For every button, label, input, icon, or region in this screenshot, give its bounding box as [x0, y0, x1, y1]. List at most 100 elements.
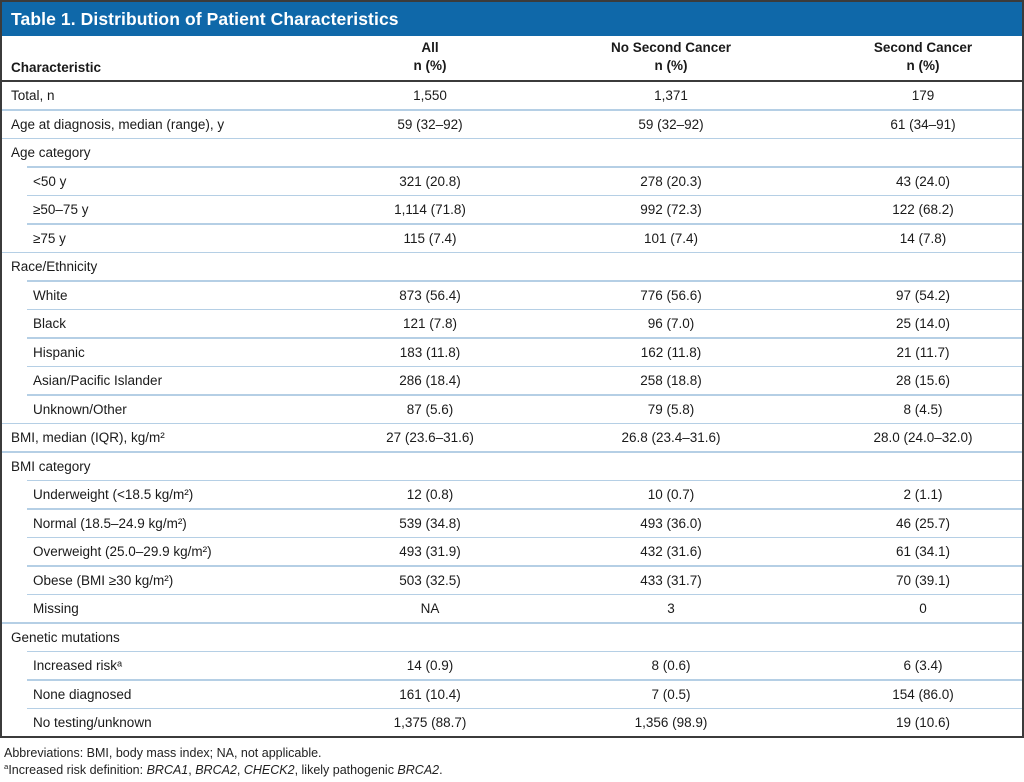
- no-second-cancer-cell: 776 (56.6): [640, 287, 702, 303]
- footnote-text-segment: ,: [188, 762, 196, 777]
- footnote-definition-text: Increased risk definition: BRCA1, BRCA2,…: [8, 763, 442, 777]
- table-row: Total, n 1,550 1,371 179: [2, 82, 1022, 109]
- characteristic-cell: BMI category: [11, 458, 91, 474]
- characteristic-cell: White: [33, 287, 68, 303]
- row-divider: [27, 223, 1022, 225]
- second-cancer-cell: 21 (11.7): [896, 344, 950, 360]
- row-divider: [27, 308, 1022, 310]
- all-cell: 14 (0.9): [406, 658, 454, 673]
- column-header-all: All n (%): [342, 39, 518, 75]
- all-cell: 1,550: [413, 88, 447, 103]
- no-second-cancer-cell: 10 (0.7): [647, 487, 695, 502]
- row-divider: [27, 337, 1022, 339]
- second-cancer-cell: 19 (10.6): [895, 715, 951, 730]
- footnote-text-segment: ,: [236, 762, 244, 777]
- patient-characteristics-table: Table 1. Distribution of Patient Charact…: [0, 0, 1024, 738]
- all-cell: 161 (10.4): [399, 686, 461, 702]
- table-row: No testing/unknown 1,375 (88.7) 1,356 (98.…: [2, 709, 1022, 736]
- row-divider: [27, 280, 1022, 282]
- no-second-cancer-cell: 992 (72.3): [640, 202, 702, 217]
- column-header-no-second-cancer-line2: n (%): [654, 57, 688, 73]
- gene-name: BRCA2: [195, 762, 237, 777]
- row-divider: [2, 251, 1022, 253]
- row-divider: [27, 394, 1022, 396]
- table-row: Unknown/Other 87 (5.6) 79 (5.8) 8 (4.5): [2, 396, 1022, 423]
- column-header-second-cancer-line2: n (%): [906, 57, 940, 73]
- no-second-cancer-cell: 79 (5.8): [647, 401, 695, 417]
- characteristic-cell: Age at diagnosis, median (range), y: [11, 116, 225, 132]
- no-second-cancer-cell: 3: [667, 601, 675, 616]
- no-second-cancer-cell: 26.8 (23.4–31.6): [621, 430, 721, 445]
- table-row: <50 y 321 (20.8) 278 (20.3) 43 (24.0): [2, 168, 1022, 195]
- second-cancer-cell: 25 (14.0): [895, 316, 951, 331]
- all-cell: 12 (0.8): [406, 487, 454, 502]
- characteristic-cell: <50 y: [33, 173, 67, 189]
- second-cancer-cell: 46 (25.7): [895, 515, 951, 531]
- table-row: Underweight (<18.5 kg/m²) 12 (0.8) 10 (0.7…: [2, 481, 1022, 508]
- characteristic-cell: Unknown/Other: [33, 401, 127, 417]
- section-row: Genetic mutations: [2, 624, 1022, 651]
- footnotes: Abbreviations: BMI, body mass index; NA,…: [0, 738, 1024, 779]
- second-cancer-cell: 0: [919, 601, 927, 616]
- table-row: Increased riskᵃ 14 (0.9) 8 (0.6) 6 (3.4): [2, 652, 1022, 679]
- table-row: ≥75 y 115 (7.4) 101 (7.4) 14 (7.8): [2, 225, 1022, 252]
- table-row: Missing NA 3 0: [2, 595, 1022, 622]
- all-cell: 183 (11.8): [399, 344, 461, 360]
- second-cancer-cell: 28 (15.6): [895, 373, 951, 388]
- no-second-cancer-cell: 7 (0.5): [651, 686, 691, 702]
- table-row: BMI, median (IQR), kg/m² 27 (23.6–31.6) 26…: [2, 424, 1022, 451]
- second-cancer-cell: 61 (34.1): [895, 544, 951, 559]
- characteristic-cell: ≥50–75 y: [33, 202, 89, 217]
- no-second-cancer-cell: 258 (18.8): [640, 373, 702, 388]
- characteristic-cell: BMI, median (IQR), kg/m²: [11, 430, 165, 445]
- second-cancer-cell: 6 (3.4): [903, 658, 943, 673]
- section-row: Age category: [2, 139, 1022, 166]
- column-header-row: Characteristic All n (%) No Second Cance…: [2, 36, 1022, 82]
- no-second-cancer-cell: 1,356 (98.9): [634, 715, 708, 730]
- characteristic-cell: Total, n: [11, 88, 55, 103]
- footnote-superscript-a: a: [4, 761, 9, 771]
- column-header-no-second-cancer: No Second Cancer n (%): [518, 39, 824, 75]
- characteristic-cell: Asian/Pacific Islander: [33, 373, 163, 388]
- no-second-cancer-cell: 1,371: [654, 88, 688, 103]
- characteristic-cell: Increased riskᵃ: [33, 658, 123, 673]
- characteristic-cell: Underweight (<18.5 kg/m²): [33, 487, 194, 502]
- second-cancer-cell: 43 (24.0): [895, 173, 951, 189]
- no-second-cancer-cell: 278 (20.3): [640, 173, 702, 189]
- characteristic-cell: Normal (18.5–24.9 kg/m²): [33, 515, 187, 531]
- table-row: Obese (BMI ≥30 kg/m²) 503 (32.5) 433 (31.7…: [2, 567, 1022, 594]
- characteristic-cell: Genetic mutations: [11, 629, 120, 645]
- column-header-no-second-cancer-line1: No Second Cancer: [610, 39, 732, 55]
- table-row: Hispanic 183 (11.8) 162 (11.8) 21 (11.7): [2, 339, 1022, 366]
- second-cancer-cell: 28.0 (24.0–32.0): [873, 430, 973, 445]
- row-divider: [27, 679, 1022, 681]
- all-cell: 1,114 (71.8): [394, 202, 466, 217]
- table-row: None diagnosed 161 (10.4) 7 (0.5) 154 (86.0…: [2, 681, 1022, 708]
- row-divider: [27, 707, 1022, 709]
- characteristic-cell: ≥75 y: [33, 230, 66, 246]
- all-cell: 286 (18.4): [399, 373, 461, 388]
- all-cell: 503 (32.5): [399, 572, 461, 588]
- table-row: Overweight (25.0–29.9 kg/m²) 493 (31.9) 43…: [2, 538, 1022, 565]
- no-second-cancer-cell: 432 (31.6): [640, 544, 702, 559]
- second-cancer-cell: 97 (54.2): [895, 287, 951, 303]
- all-cell: 873 (56.4): [399, 287, 461, 303]
- characteristic-cell: Overweight (25.0–29.9 kg/m²): [33, 544, 212, 559]
- no-second-cancer-cell: 493 (36.0): [640, 515, 702, 531]
- row-divider: [2, 137, 1022, 139]
- no-second-cancer-cell: 162 (11.8): [640, 344, 702, 360]
- all-cell: 27 (23.6–31.6): [386, 430, 474, 445]
- characteristic-cell: None diagnosed: [33, 686, 132, 702]
- all-cell: 321 (20.8): [399, 173, 461, 189]
- table-row: Normal (18.5–24.9 kg/m²) 539 (34.8) 493 (3…: [2, 510, 1022, 537]
- table-row: ≥50–75 y 1,114 (71.8) 992 (72.3) 122 (68.2): [2, 196, 1022, 223]
- gene-name: CHECK2: [243, 762, 295, 777]
- characteristic-cell: Age category: [11, 145, 91, 160]
- column-header-all-line1: All: [421, 39, 439, 55]
- second-cancer-cell: 154 (86.0): [892, 686, 954, 702]
- section-row: Race/Ethnicity: [2, 253, 1022, 280]
- second-cancer-cell: 2 (1.1): [903, 487, 943, 502]
- all-cell: NA: [420, 601, 440, 616]
- footnote-abbreviations: Abbreviations: BMI, body mass index; NA,…: [4, 746, 322, 760]
- row-divider: [27, 365, 1022, 367]
